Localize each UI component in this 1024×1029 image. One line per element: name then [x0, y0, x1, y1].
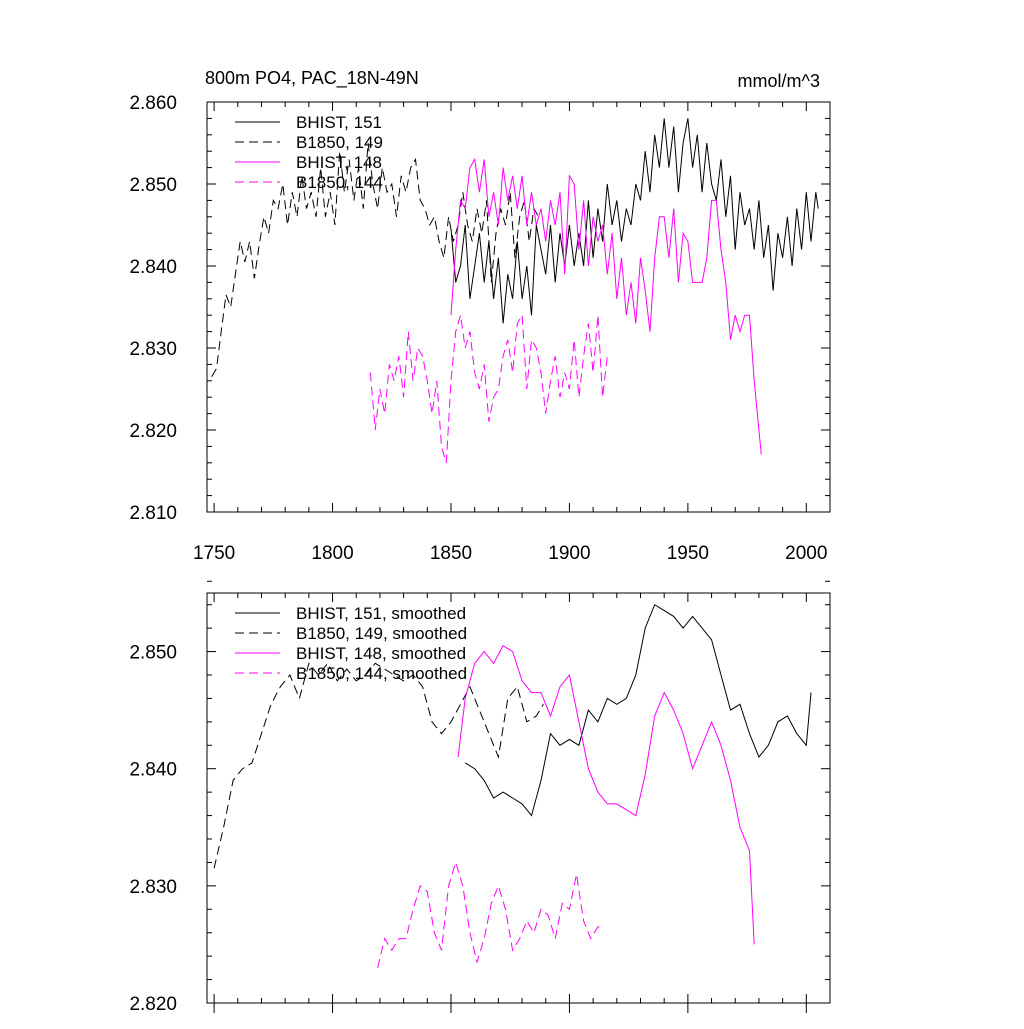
series-line	[450, 157, 762, 455]
series-line	[450, 118, 819, 324]
legend-label: BHIST, 151	[296, 113, 382, 132]
legend-label: B1850, 149	[296, 133, 383, 152]
x-tick-label: 1900	[548, 543, 590, 564]
plot-frame	[206, 592, 831, 1004]
series-line	[369, 313, 608, 463]
units-label: mmol/m^3	[738, 71, 820, 91]
y-tick-label: 2.820	[129, 994, 177, 1015]
top-panel: 2.810 2.820 2.830 2.840 2.850 2.860 1750 1800 18…	[129, 93, 831, 564]
series-line	[377, 860, 603, 969]
y-tick-label: 2.840	[129, 257, 177, 278]
bottom-panel: 2.820 2.830 2.840 2.850 BHIST, 151, smoothed…	[129, 580, 831, 1015]
plot-frame	[206, 101, 831, 513]
y-tick-label: 2.820	[129, 421, 177, 442]
y-tick-label: 2.810	[129, 503, 177, 524]
x-tick-label: 1800	[311, 543, 353, 564]
x-tick-label: 2000	[785, 543, 827, 564]
legend-label: BHIST, 148	[296, 153, 382, 172]
x-tick-label: 1850	[430, 543, 472, 564]
series-line	[464, 603, 812, 817]
legend-label: B1850, 144	[296, 173, 383, 192]
legend-label: B1850, 149, smoothed	[296, 624, 467, 643]
y-tick-label: 2.860	[129, 93, 177, 114]
y-tick-label: 2.850	[129, 175, 177, 196]
legend-label: BHIST, 151, smoothed	[296, 604, 466, 623]
x-tick-label: 1750	[193, 543, 235, 564]
x-tick-label: 1950	[667, 543, 709, 564]
series-line	[457, 644, 755, 945]
series-line	[213, 662, 544, 869]
y-tick-label: 2.830	[129, 877, 177, 898]
legend-label: B1850, 144, smoothed	[296, 664, 467, 683]
legend-label: BHIST, 148, smoothed	[296, 644, 466, 663]
y-tick-label: 2.850	[129, 643, 177, 664]
series-line	[211, 142, 540, 377]
chart-title: 800m PO4, PAC_18N-49N	[205, 68, 419, 89]
y-tick-label: 2.830	[129, 339, 177, 360]
y-tick-label: 2.840	[129, 760, 177, 781]
